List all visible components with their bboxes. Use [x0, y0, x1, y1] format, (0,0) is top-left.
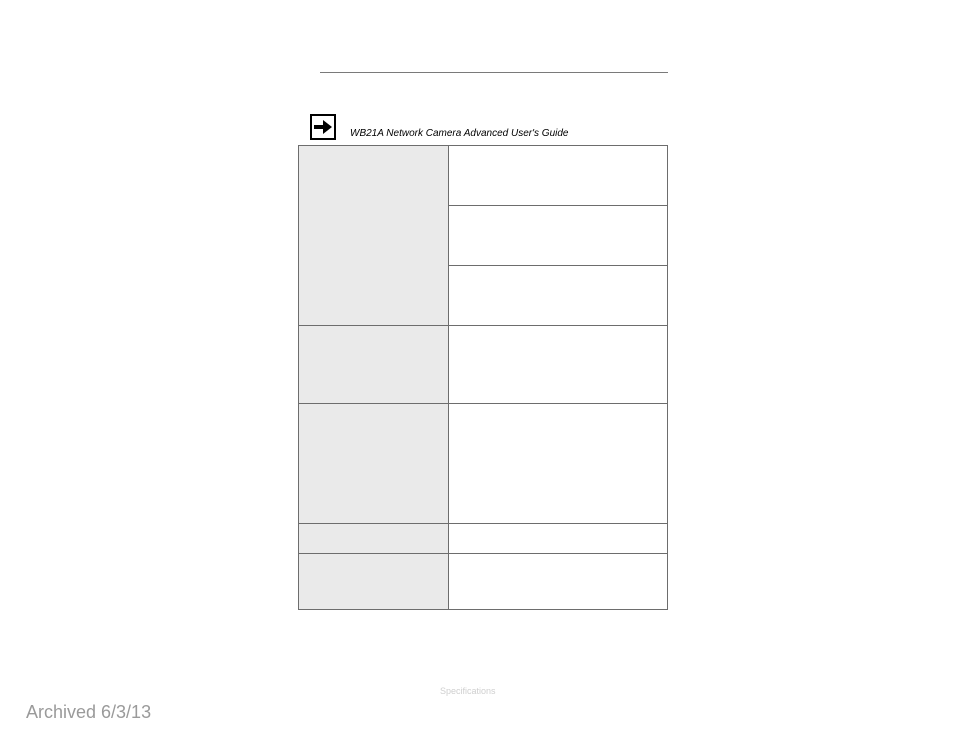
page-header: WB21A Network Camera Advanced User's Gui… — [310, 114, 568, 140]
spec-value-cell — [449, 266, 668, 326]
table-row: – — [299, 326, 668, 404]
spec-label-cell — [299, 554, 449, 610]
bullet-item — [471, 581, 659, 590]
bullet-item — [471, 566, 659, 575]
bullet-item — [471, 293, 659, 302]
spec-value-cell: – — [449, 404, 668, 524]
bullet-item — [471, 369, 659, 378]
spec-label-cell — [299, 404, 449, 524]
footer-label: Specifications — [440, 686, 496, 696]
horizontal-rule — [320, 72, 668, 73]
bullet-item — [471, 481, 659, 490]
bullet-item — [471, 158, 659, 167]
header-title: WB21A Network Camera Advanced User's Gui… — [350, 128, 568, 139]
spec-label-cell — [299, 146, 449, 326]
table-row — [299, 146, 668, 206]
spec-value-cell — [449, 206, 668, 266]
bullet-item — [471, 278, 659, 287]
spec-value-cell — [449, 554, 668, 610]
table-row — [299, 524, 668, 554]
page: WB21A Network Camera Advanced User's Gui… — [0, 0, 954, 738]
bullet-item: – — [471, 416, 659, 443]
bullet-item: – — [471, 338, 659, 347]
archived-stamp: Archived 6/3/13 — [26, 702, 151, 723]
spec-value-cell — [449, 146, 668, 206]
bullet-item — [471, 218, 659, 227]
specifications-table: – – — [298, 145, 668, 610]
table-row: – — [299, 404, 668, 524]
spec-label-cell — [299, 524, 449, 554]
spec-label-cell — [299, 326, 449, 404]
spec-value-cell — [449, 524, 668, 554]
arrow-right-icon — [310, 114, 336, 140]
table-row — [299, 554, 668, 610]
spec-value-cell: – — [449, 326, 668, 404]
bullet-item — [471, 233, 659, 242]
bullet-item — [471, 173, 659, 182]
